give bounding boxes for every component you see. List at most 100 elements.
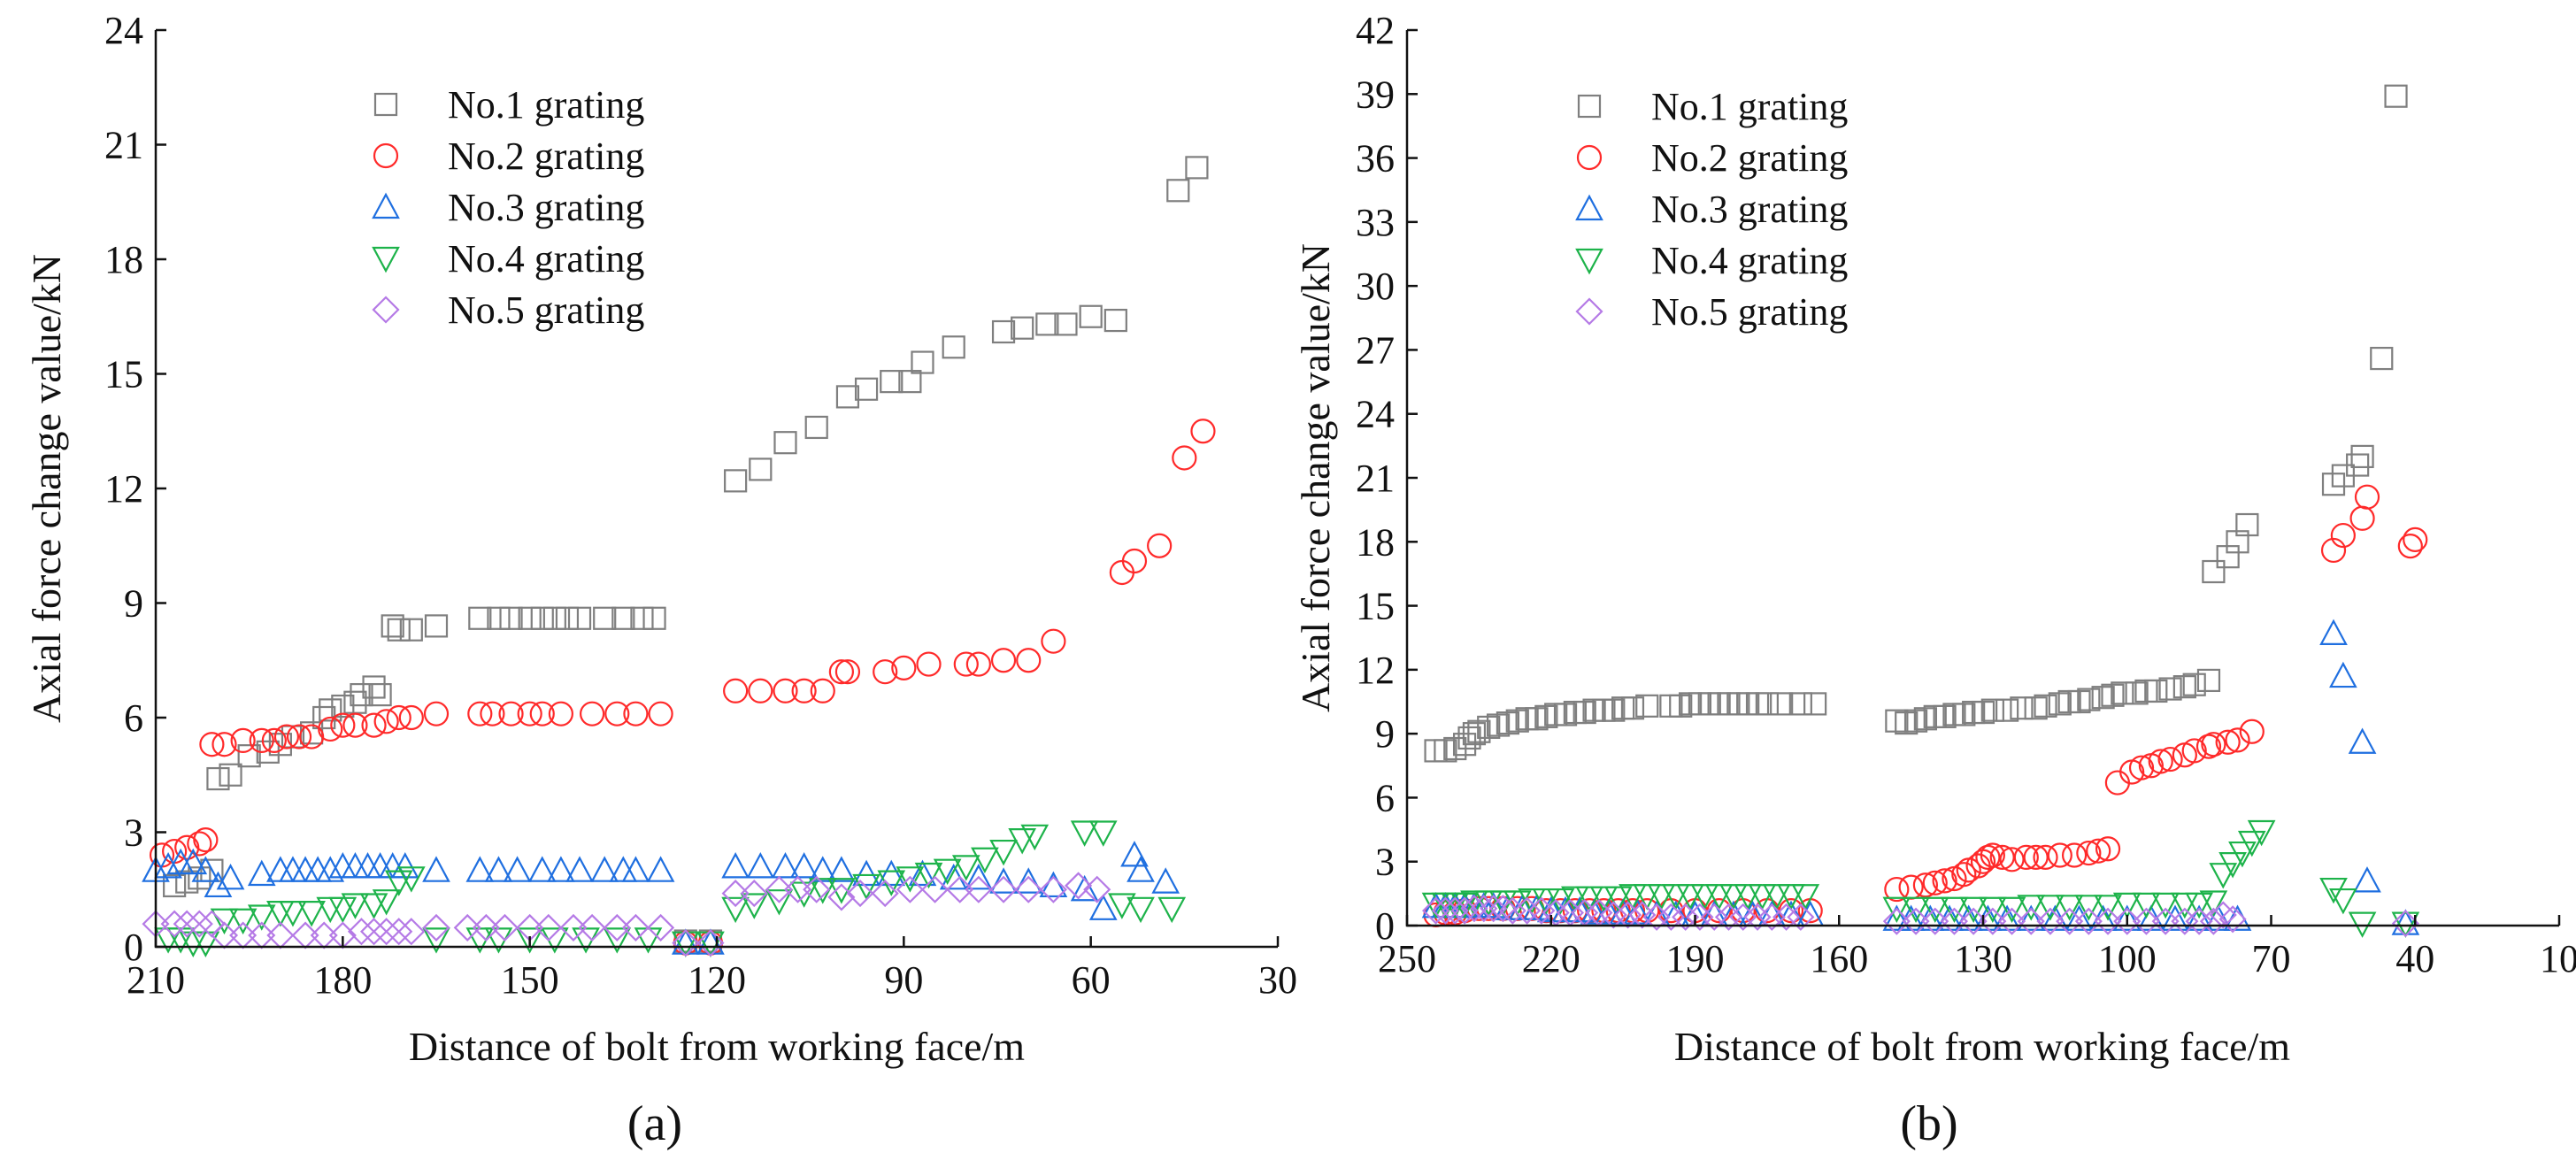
panel-a-series-2-point (249, 727, 274, 754)
panel-b-series-4-point (2391, 911, 2420, 938)
panel-b-series-1-point (1903, 709, 1928, 733)
panel-a-x-ticks: 210 180 150 120 90 60 30 (127, 936, 1297, 1002)
panel-a-series-3-point (341, 852, 370, 879)
panel-a-series-1-point (542, 606, 566, 630)
panel-a-y-tick-label: 15 (104, 353, 143, 396)
panel-a-series-4-point (341, 893, 370, 919)
panel-b-legend-marker-5 (1575, 297, 1603, 326)
panel-a-series-3-point (465, 856, 495, 882)
panel-b-series-5-point (1498, 896, 1526, 925)
panel-b-series-5-point (1729, 903, 1757, 931)
panel-a-legend-marker-2 (373, 142, 399, 169)
panel-b-legend-label-3: No.3 grating (1651, 188, 1848, 231)
panel-a-y-tick-label: 18 (104, 238, 143, 281)
panel-b-series-2-point (2013, 844, 2039, 870)
panel-a-series-1-point (1035, 312, 1059, 336)
panel-a-series-2-point (386, 704, 411, 731)
panel-b-series-1-point (1697, 692, 1721, 716)
panel-b-series-4-point (1791, 884, 1820, 911)
panel-a-series-5-point (229, 921, 258, 949)
panel-b-series-4-point (1748, 884, 1777, 911)
panel-a-series-5-point (373, 918, 401, 946)
panel-a-series-1-point (387, 618, 411, 642)
panel-a-series-3-point (1014, 867, 1043, 894)
panel-a-series-2-point (1041, 628, 1066, 654)
panel-b-series-5-point (1979, 907, 2007, 935)
panel-a-series-2-point (891, 655, 917, 680)
panel-a-series-3-point (216, 863, 245, 890)
panel-b-series-1-point (1788, 692, 1812, 716)
panel-b-series-1-point (1913, 707, 1937, 731)
panel-a-series-2-point (342, 712, 368, 738)
panel-b-series-1-point (2226, 530, 2249, 554)
panel-b-x-tick-label: 10 (2540, 937, 2576, 980)
panel-b-y-tick-label: 24 (1356, 393, 1395, 436)
panel-a-series-5-point (534, 913, 563, 942)
panel-a-series-4-point (933, 858, 962, 885)
panel-a-series-1-point (991, 319, 1016, 344)
panel-a-series-3-point (908, 859, 937, 887)
panel-a-series-2-point (261, 727, 287, 754)
panel-b-series-2-point (2023, 844, 2049, 870)
panel-a-legend-marker-3 (372, 192, 400, 219)
panel-a-series-2-point (990, 648, 1017, 673)
panel-a-series-5-point (385, 918, 413, 946)
panel-a-legend: No.1 grating No.2 grating No.3 grating No.4… (372, 83, 644, 332)
panel-a-series-5-point (422, 913, 450, 942)
panel-a-series-1 (163, 156, 1209, 953)
panel-b-series-1-point (1553, 703, 1578, 726)
panel-a-series-3-point (565, 856, 594, 882)
panel-b-legend-label-4: No.4 grating (1651, 239, 1848, 282)
panel-a-series-4-point (765, 889, 794, 916)
panel-a-x-tick-label: 60 (1072, 958, 1111, 1002)
panel-b-series-5-point (1921, 907, 1949, 935)
panel-b-legend-marker-1 (1577, 94, 1602, 119)
panel-b-series-3-point (1882, 904, 1911, 931)
panel-b-series-1-point (1515, 707, 1539, 731)
panel-a-legend-marker-4 (372, 246, 400, 273)
panel-a-series-2-point (498, 701, 524, 726)
panel-a-series-2-point (648, 701, 673, 726)
panel-a-series-2-point (580, 701, 605, 726)
panel-b-series-1-point (2048, 692, 2072, 716)
panel-a-series-1-point (880, 370, 904, 394)
panel-a-series-2-point (604, 701, 630, 726)
panel-a: 0 3 6 9 12 15 18 21 24 210 180 150 120 90 60 30 Distan… (24, 9, 1297, 1151)
panel-a-axes (154, 30, 1278, 949)
panel-a-series-3-point (247, 859, 276, 887)
panel-b-series-2-point (2033, 844, 2058, 870)
panel-a-series-5-point (740, 880, 768, 908)
panel-b-series-4-point (2055, 895, 2084, 921)
panel-b-series-2-point (2349, 505, 2375, 531)
panel-a-series-3-point (621, 856, 650, 882)
panel-a-x-tick-label: 150 (501, 958, 559, 1002)
panel-b-series-4-point (1997, 896, 2026, 924)
panel-a-series-2-point (211, 732, 237, 757)
panel-a-series-4-point (671, 931, 700, 958)
panel-b-series-1-point (1885, 709, 1909, 733)
panel-b-series-1-point (1895, 711, 1919, 735)
panel-b-series-2-point (2215, 729, 2241, 755)
panel-a-legend-label-3: No.3 grating (448, 186, 644, 229)
panel-a-series-4-point (852, 873, 880, 901)
panel-a-series-3-point (291, 856, 319, 882)
panel-b-series-1-point (1755, 692, 1779, 716)
panel-b-series-1-point (2216, 545, 2240, 569)
panel-a-series-1-point (499, 606, 523, 630)
panel-a-series-1-point (1079, 304, 1103, 328)
panel-b-series-5-point (1657, 903, 1685, 931)
panel-b-series-5 (1421, 895, 2419, 938)
panel-b-series-1-point (2235, 512, 2259, 537)
panel-b-series-5-point (2113, 907, 2142, 935)
panel-a-series-2-point (834, 659, 861, 685)
panel-b-series-1-point (2350, 444, 2374, 469)
panel-b-series-1-point (1923, 704, 1947, 728)
panel-a-series-3-point (721, 852, 750, 879)
panel-a-series-4-point (1127, 896, 1155, 924)
panel-a-series-4-point (603, 927, 632, 954)
panel-a-series-3-point (316, 856, 345, 882)
panel-b-series-5-point (2218, 905, 2247, 934)
panel-a-legend-label-2: No.2 grating (448, 135, 644, 178)
panel-a-series-2-point (1147, 533, 1173, 558)
